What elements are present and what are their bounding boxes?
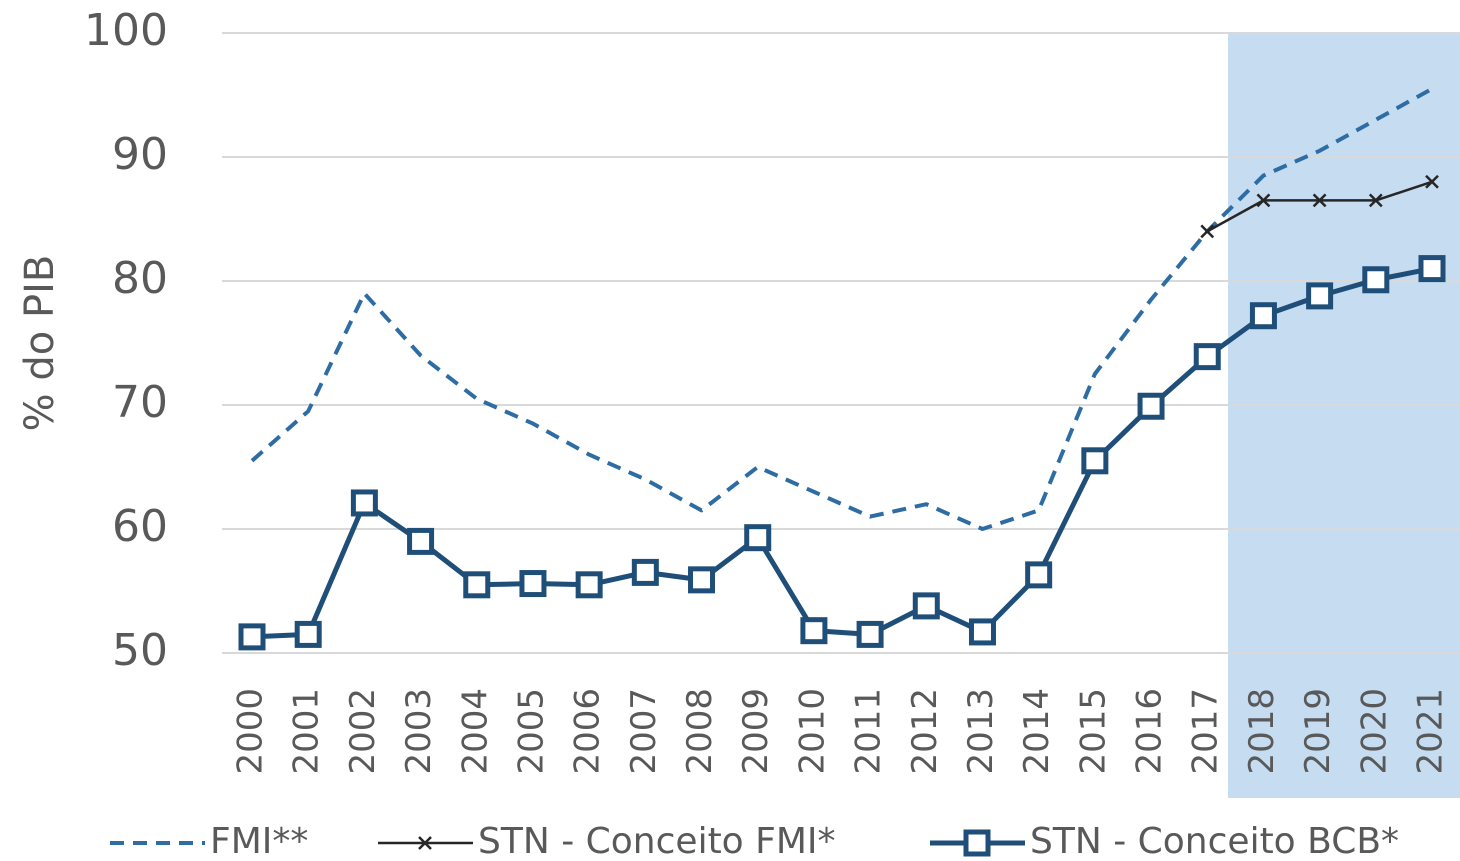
point-marker bbox=[856, 620, 884, 648]
point-marker bbox=[294, 620, 322, 648]
x-tick-label: 2013 bbox=[961, 688, 1001, 775]
point-marker bbox=[1249, 302, 1277, 330]
y-tick-label: 90 bbox=[112, 129, 168, 180]
y-tick-label: 80 bbox=[112, 253, 168, 304]
point-marker bbox=[238, 623, 266, 651]
point-marker bbox=[631, 558, 659, 586]
point-marker bbox=[1368, 193, 1383, 208]
x-tick-label: 2010 bbox=[792, 688, 832, 775]
x-tick-label: 2016 bbox=[1130, 688, 1170, 775]
x-tick-label: 2014 bbox=[1017, 688, 1057, 775]
point-marker bbox=[1200, 224, 1215, 239]
point-marker bbox=[1425, 174, 1439, 189]
point-marker bbox=[1362, 266, 1390, 294]
x-tick-label: 2005 bbox=[511, 688, 551, 775]
y-tick-label: 60 bbox=[112, 501, 168, 552]
point-marker bbox=[463, 571, 491, 599]
x-tick-label: 2019 bbox=[1298, 688, 1338, 775]
point-marker bbox=[1081, 447, 1109, 475]
point-marker bbox=[1306, 282, 1334, 310]
point-marker bbox=[1418, 255, 1446, 283]
projection-shade bbox=[1228, 33, 1460, 798]
legend-label: STN - Conceito BCB* bbox=[1030, 821, 1399, 861]
x-tick-label: 2007 bbox=[624, 688, 664, 775]
legend-marker bbox=[963, 829, 991, 857]
legend-label: STN - Conceito FMI* bbox=[478, 821, 836, 861]
point-marker bbox=[1137, 392, 1165, 420]
point-marker bbox=[575, 571, 603, 599]
series-line bbox=[251, 266, 1433, 640]
point-marker bbox=[688, 566, 716, 594]
x-tick-label: 2000 bbox=[231, 688, 271, 775]
y-tick-label: 100 bbox=[84, 5, 168, 56]
series-line bbox=[250, 87, 1433, 531]
point-marker bbox=[1256, 193, 1271, 208]
point-marker bbox=[350, 489, 378, 517]
x-tick-label: 2021 bbox=[1411, 688, 1451, 775]
x-tick-label: 2001 bbox=[287, 688, 327, 775]
x-tick-label: 2006 bbox=[568, 688, 608, 775]
x-tick-label: 2020 bbox=[1354, 688, 1394, 775]
legend-marker bbox=[418, 836, 432, 850]
x-tick-label: 2003 bbox=[399, 688, 439, 775]
point-marker bbox=[1025, 561, 1053, 589]
legend-label: FMI** bbox=[210, 821, 308, 861]
point-marker bbox=[1193, 343, 1221, 371]
point-marker bbox=[407, 527, 435, 555]
point-marker bbox=[912, 592, 940, 620]
point-marker bbox=[800, 617, 828, 645]
y-tick-label: 50 bbox=[112, 625, 168, 676]
x-tick-label: 2015 bbox=[1073, 688, 1113, 775]
x-tick-label: 2002 bbox=[343, 688, 383, 775]
x-tick-label: 2011 bbox=[849, 688, 889, 775]
x-tick-label: 2017 bbox=[1186, 688, 1226, 775]
x-tick-label: 2018 bbox=[1242, 688, 1282, 775]
x-tick-label: 2012 bbox=[905, 688, 945, 775]
x-tick-label: 2009 bbox=[736, 688, 776, 775]
y-axis-label: % do PIB bbox=[17, 255, 63, 432]
point-marker bbox=[744, 524, 772, 552]
x-tick-label: 2008 bbox=[680, 688, 720, 775]
point-marker bbox=[519, 570, 547, 598]
x-tick-label: 2004 bbox=[455, 688, 495, 775]
point-marker bbox=[968, 618, 996, 646]
y-tick-label: 70 bbox=[112, 377, 168, 428]
point-marker bbox=[1312, 193, 1327, 208]
